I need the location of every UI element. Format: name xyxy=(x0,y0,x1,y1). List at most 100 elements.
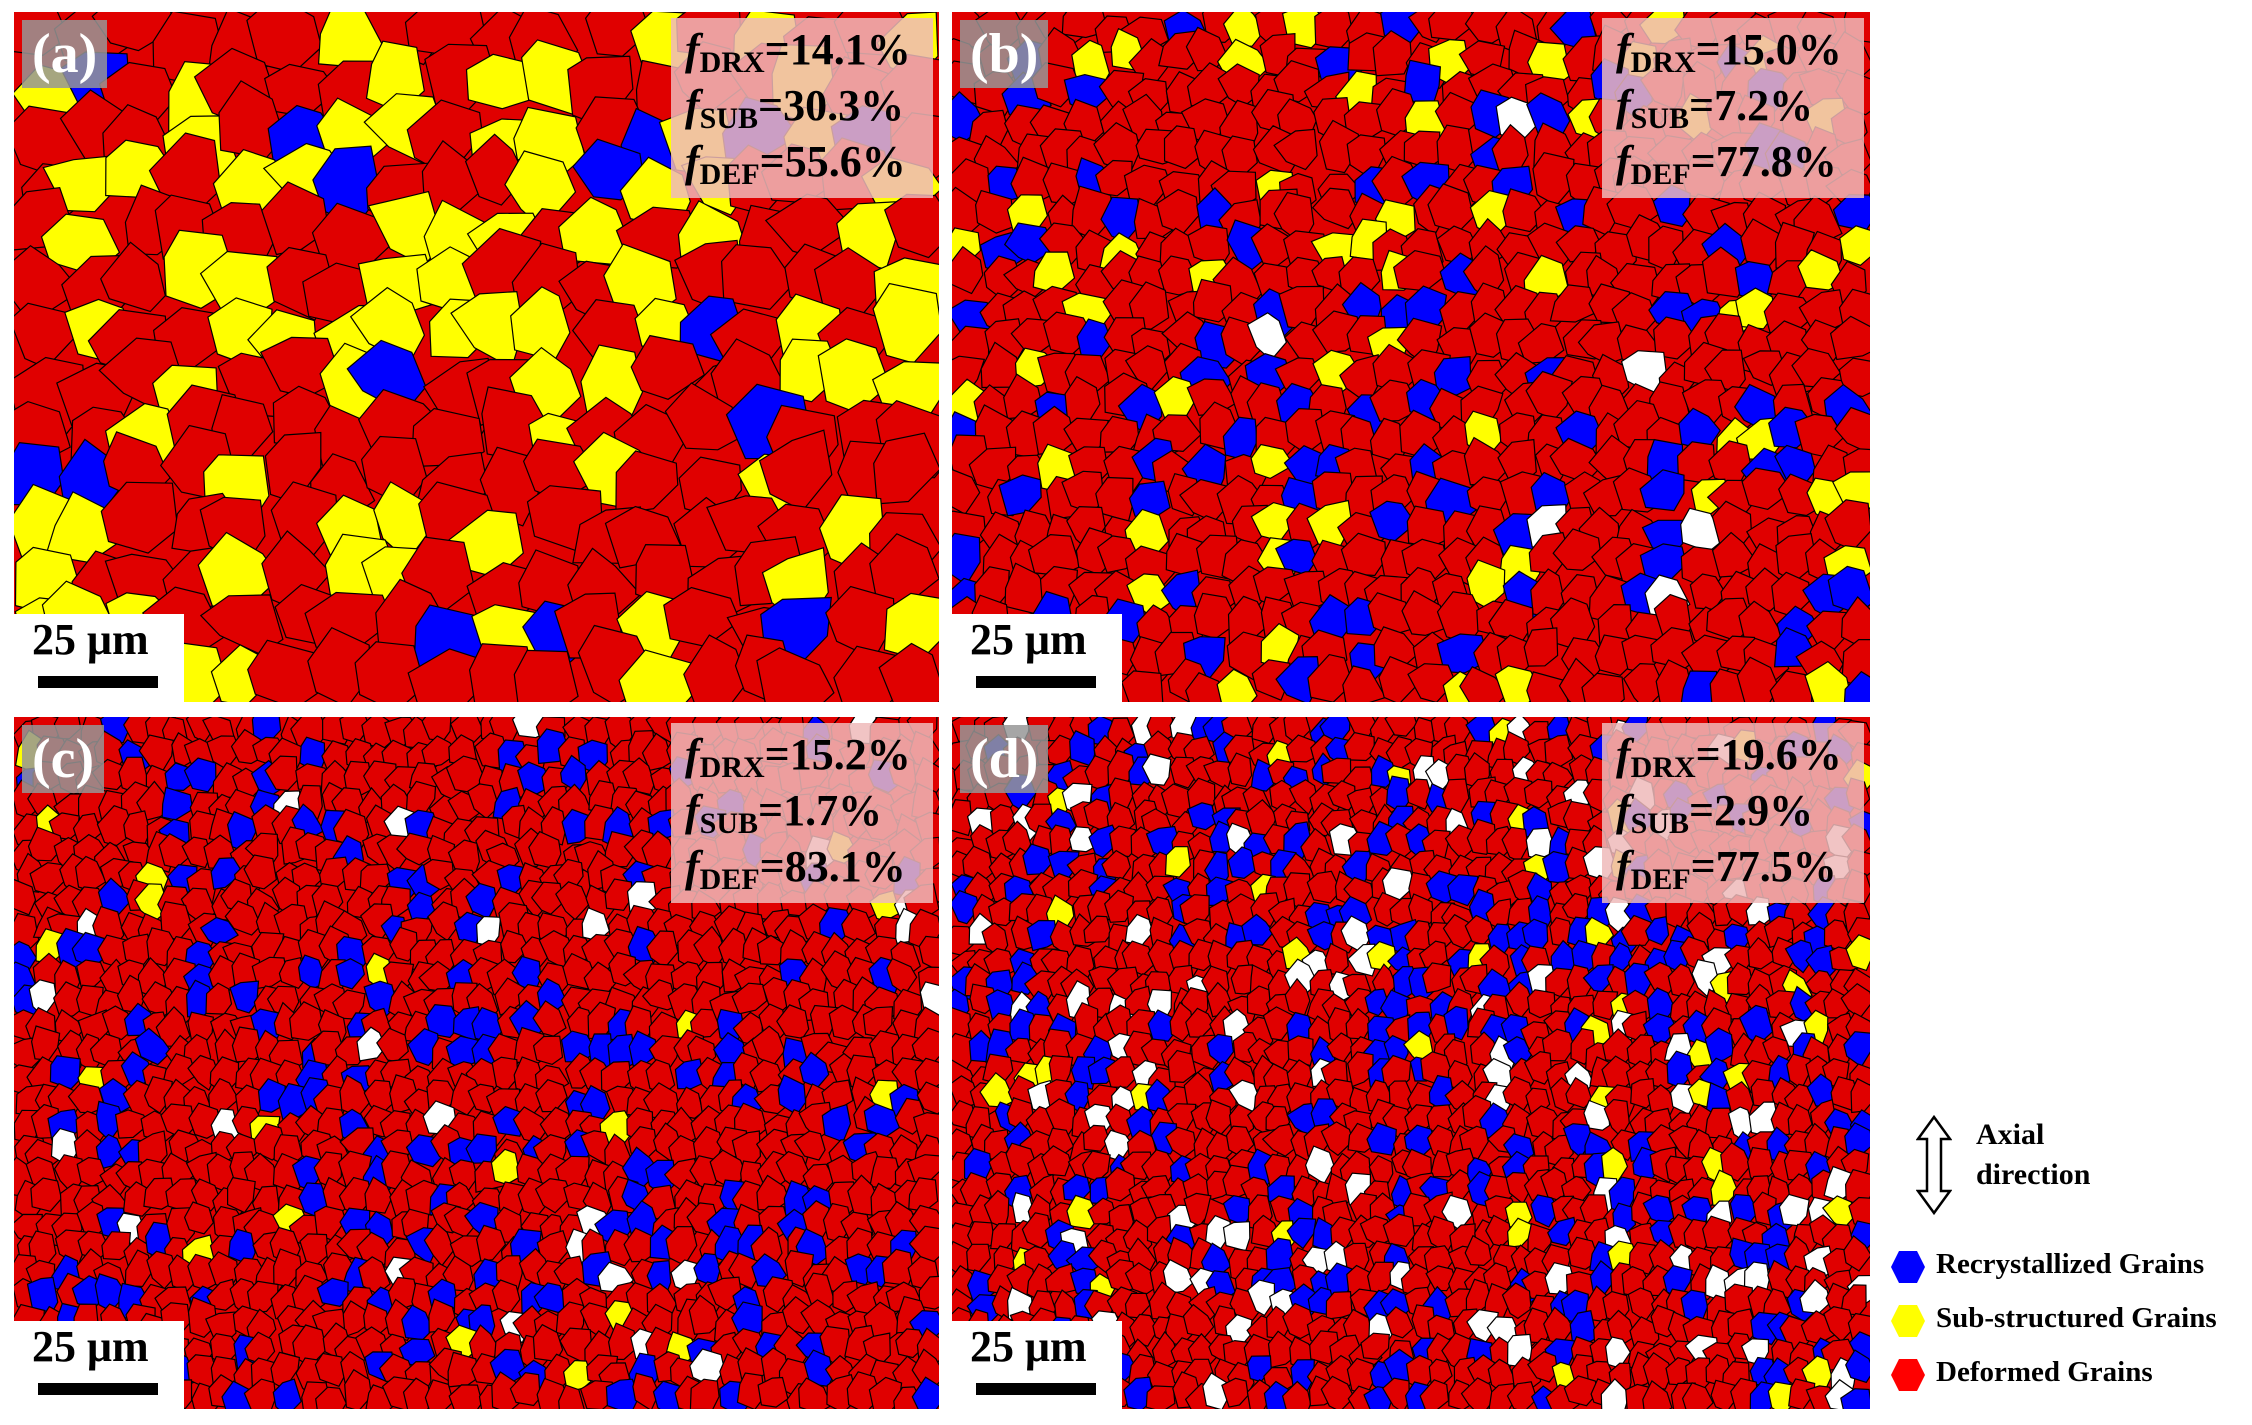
grain xyxy=(1843,670,1870,702)
grain xyxy=(1735,287,1777,330)
grain xyxy=(966,1243,992,1273)
grain xyxy=(246,1280,279,1314)
grain xyxy=(1642,1351,1674,1390)
grain xyxy=(407,1028,440,1067)
grain xyxy=(762,1276,795,1313)
grain xyxy=(622,757,655,796)
grain xyxy=(1320,1121,1354,1157)
grain xyxy=(1526,989,1556,1019)
grain xyxy=(206,1278,237,1311)
grain xyxy=(1488,1383,1516,1409)
grain xyxy=(615,450,679,515)
grain xyxy=(1164,845,1192,878)
grain xyxy=(1834,406,1870,455)
grain xyxy=(316,1277,349,1308)
scale-bar-d: 25 μm xyxy=(952,1321,1122,1409)
grain xyxy=(1320,1375,1355,1409)
grain xyxy=(756,647,835,702)
grain xyxy=(1222,1221,1251,1252)
grain xyxy=(1281,1380,1312,1409)
grain xyxy=(872,282,939,364)
grain xyxy=(683,634,749,702)
grain xyxy=(1384,717,1418,737)
grain xyxy=(251,956,288,989)
grain xyxy=(343,760,374,796)
grain xyxy=(1222,12,1265,47)
double-arrow-icon xyxy=(1915,1114,1953,1216)
grain xyxy=(1343,731,1376,762)
grain-map-a xyxy=(14,12,939,702)
grain xyxy=(1501,1282,1532,1320)
f-sub-b: fSUB=7.2% xyxy=(1616,81,1814,135)
grain xyxy=(1162,1258,1195,1295)
grain xyxy=(1592,990,1619,1021)
grain xyxy=(641,979,678,1011)
grain xyxy=(1372,29,1413,77)
grain xyxy=(1620,914,1655,946)
scale-bar-a: 25 μm xyxy=(14,614,184,702)
grain xyxy=(918,935,939,972)
grain xyxy=(1285,734,1320,763)
grain xyxy=(1275,655,1321,702)
grain xyxy=(344,1368,373,1409)
grain xyxy=(952,889,980,925)
grain xyxy=(1681,1382,1714,1409)
f-sub-c: fSUB=1.7% xyxy=(685,786,883,840)
legend-item-recrystallized: Recrystallized Grains xyxy=(1878,1246,2252,1290)
grain xyxy=(513,649,579,702)
grain xyxy=(424,1379,454,1409)
grain xyxy=(307,626,371,702)
grain xyxy=(1366,1122,1397,1156)
grain xyxy=(1797,249,1845,291)
grain xyxy=(1419,1379,1450,1409)
grain xyxy=(1311,187,1360,230)
grain xyxy=(604,1228,635,1267)
grain xyxy=(689,1008,721,1039)
grain xyxy=(1839,225,1870,266)
grain xyxy=(1443,1005,1469,1041)
grain xyxy=(1288,779,1318,816)
grain xyxy=(1286,1217,1317,1250)
grain xyxy=(224,900,262,936)
grain xyxy=(100,481,179,554)
grain xyxy=(272,1378,302,1409)
grain xyxy=(475,1224,507,1262)
fraction-box-a: fDRX=14.1% fSUB=30.3% fDEF=55.6% xyxy=(671,18,933,198)
grain xyxy=(873,432,939,505)
grain xyxy=(1804,660,1852,702)
grain xyxy=(1523,1050,1553,1085)
grain xyxy=(883,193,939,259)
grain xyxy=(500,929,530,964)
grain xyxy=(315,1386,347,1409)
panel-label-d: (d) xyxy=(960,725,1049,793)
grain xyxy=(1185,672,1229,702)
grain xyxy=(1523,627,1559,667)
legend-label-deformed: Deformed Grains xyxy=(1936,1356,2153,1388)
grain xyxy=(1784,939,1815,974)
grain xyxy=(952,245,984,295)
ebsd-map-panel-c: (c) fDRX=15.2% fSUB=1.7% fDEF=83.1% 25 μ… xyxy=(14,717,939,1409)
grain xyxy=(1544,734,1574,768)
grain xyxy=(30,1177,63,1212)
scale-label-b: 25 μm xyxy=(970,615,1087,664)
grain xyxy=(1642,1379,1673,1409)
grain xyxy=(1736,656,1780,702)
grain xyxy=(1639,469,1685,512)
grain xyxy=(1066,1194,1100,1230)
grain xyxy=(1378,655,1422,702)
grain xyxy=(1145,1385,1176,1409)
fraction-box-b: fDRX=15.0% fSUB=7.2% fDEF=77.8% xyxy=(1602,18,1864,198)
grain xyxy=(604,878,633,912)
legend-item-substructured: Sub-structured Grains xyxy=(1878,1300,2252,1344)
fraction-box-d: fDRX=19.6% fSUB=2.9% fDEF=77.5% xyxy=(1602,723,1864,903)
grain xyxy=(1105,1056,1139,1088)
grain xyxy=(1563,1375,1599,1407)
grain xyxy=(27,826,64,862)
grain xyxy=(1129,1313,1159,1347)
grain xyxy=(1186,802,1217,831)
grain xyxy=(1340,532,1387,577)
grain xyxy=(558,1384,585,1409)
grain xyxy=(1251,659,1291,701)
grain xyxy=(1843,1235,1870,1272)
grain xyxy=(1141,753,1172,786)
